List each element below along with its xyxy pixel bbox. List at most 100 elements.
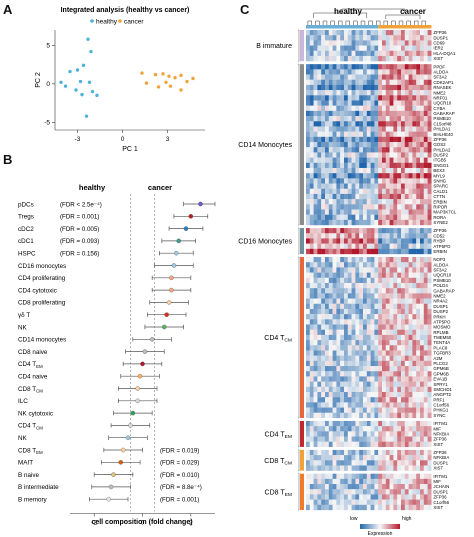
heatmap-cell — [336, 412, 341, 419]
heatmap-cell — [393, 74, 398, 80]
forest-estimate-point — [188, 214, 194, 219]
heatmap-cell — [351, 55, 356, 62]
heatmap-cell — [427, 288, 432, 294]
heatmap-cell — [340, 35, 345, 41]
heatmap-cell — [325, 257, 329, 263]
heatmap-cell — [401, 267, 405, 273]
heatmap-cell — [404, 288, 409, 294]
heatmap-cell — [420, 334, 424, 341]
dendrogram-branch — [376, 20, 381, 25]
heatmap-cell — [309, 397, 314, 403]
heatmap-cell — [321, 209, 326, 215]
heatmap-cell — [347, 214, 352, 221]
heatmap-cell — [408, 340, 413, 346]
heatmap-cell — [351, 441, 356, 448]
legend-title: Expression — [368, 531, 393, 537]
heatmap-cell — [351, 30, 356, 36]
heatmap-cell — [328, 441, 333, 448]
heatmap-cell — [408, 407, 413, 413]
heatmap-cell — [332, 100, 337, 106]
heatmap-cell — [408, 40, 413, 46]
heatmap-cell — [401, 484, 405, 490]
heatmap-cell — [370, 116, 375, 122]
heatmap-cell — [321, 319, 326, 325]
heatmap-cell — [427, 126, 432, 132]
heatmap-cell — [344, 426, 348, 432]
heatmap-cell — [401, 214, 405, 221]
heatmap-cell — [423, 386, 428, 393]
heatmap-cell — [389, 199, 394, 205]
heatmap-cell — [382, 238, 386, 244]
heatmap-cell — [317, 262, 322, 268]
heatmap-cell — [385, 431, 390, 437]
heatmap-cell — [355, 329, 360, 336]
heatmap-cell — [309, 366, 314, 372]
heatmap-cell — [340, 267, 345, 273]
heatmap-cell — [313, 74, 318, 80]
heatmap-cell — [382, 214, 386, 221]
heatmap-cell — [355, 248, 360, 255]
heatmap-cell — [370, 355, 375, 361]
heatmap-cell — [412, 381, 417, 387]
heatmap-cell — [355, 116, 360, 122]
heatmap-cell — [309, 478, 314, 485]
heatmap-cell — [344, 136, 348, 143]
heatmap-cell — [347, 248, 352, 255]
heatmap-cell — [385, 157, 390, 163]
pca-point-healthy — [63, 84, 68, 88]
heatmap-cell — [309, 449, 314, 456]
heatmap-cell — [328, 257, 333, 263]
heatmap-cell — [317, 157, 322, 163]
heatmap-cell — [389, 69, 394, 75]
heatmap-cell — [416, 386, 421, 393]
heatmap-cell — [325, 478, 329, 485]
heatmap-cell — [351, 366, 356, 372]
heatmap-cell — [404, 504, 409, 511]
heatmap-cell — [325, 100, 329, 106]
heatmap-cell — [340, 465, 345, 471]
heatmap-cell — [389, 55, 394, 62]
forest-estimate-point — [106, 496, 111, 502]
heatmap-cell — [340, 436, 345, 442]
heatmap-cell — [382, 248, 386, 255]
heatmap-cell — [420, 391, 424, 398]
heatmap-cell — [401, 366, 405, 372]
heatmap-cell — [317, 360, 322, 367]
heatmap-cell — [332, 381, 337, 387]
heatmap-cell — [351, 402, 356, 408]
heatmap-cell — [332, 366, 337, 372]
heatmap-cell — [408, 465, 413, 471]
heatmap-column-dendrogram — [306, 8, 432, 29]
heatmap-cell — [340, 248, 345, 255]
heatmap-cell — [389, 183, 394, 189]
heatmap-cell — [412, 173, 417, 179]
heatmap-cell — [321, 74, 326, 80]
heatmap-cell — [397, 64, 402, 70]
heatmap-cell — [332, 350, 337, 356]
heatmap-cell — [359, 277, 364, 284]
heatmap-cell — [389, 40, 394, 46]
heatmap-cell — [321, 199, 326, 205]
heatmap-cell — [370, 199, 375, 205]
heatmap-cell — [397, 504, 402, 511]
heatmap-cell — [397, 431, 402, 437]
heatmap-cell — [359, 298, 364, 304]
heatmap-cell — [393, 199, 398, 205]
heatmap-cell — [385, 79, 390, 86]
heatmap-cell — [427, 282, 432, 289]
heatmap-cell — [325, 460, 329, 466]
forest-row-label: NK cytotoxic — [18, 410, 53, 417]
heatmap-cell — [317, 69, 322, 75]
heatmap-cell — [363, 121, 367, 127]
heatmap-cell — [374, 504, 379, 511]
heatmap-cell — [328, 499, 333, 505]
heatmap-cell — [401, 441, 405, 448]
heatmap-cell — [393, 303, 398, 310]
heatmap-cell — [416, 69, 421, 75]
heatmap-cell — [340, 228, 345, 234]
heatmap-cell — [355, 152, 360, 158]
heatmap-cell — [317, 329, 322, 336]
heatmap-cell — [340, 272, 345, 278]
dendrogram-branch — [345, 20, 350, 25]
heatmap-cell — [420, 426, 424, 432]
